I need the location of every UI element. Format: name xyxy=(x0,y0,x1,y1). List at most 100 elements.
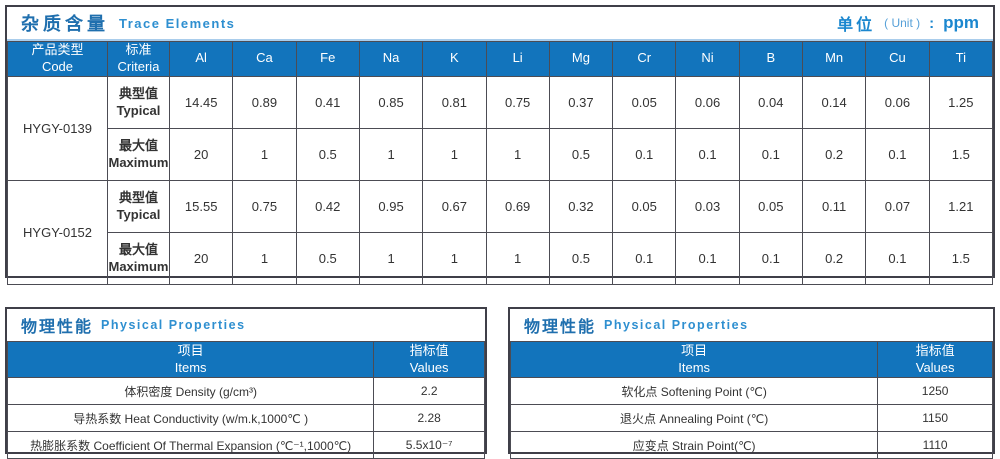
physical-properties-left-panel: 物理性能 Physical Properties 项目 Items 指标值 Va… xyxy=(5,307,487,459)
value-cell: 0.75 xyxy=(232,179,297,233)
col-header-items-en: Items xyxy=(174,359,207,375)
value-cell: 0.03 xyxy=(675,179,740,233)
table-row: 应变点 Strain Point(℃) 1110 xyxy=(509,431,993,459)
value-cell: 0.14 xyxy=(801,75,867,129)
property-item-cell: 热膨胀系数 Coefficient Of Thermal Expansion (… xyxy=(6,431,375,459)
value-cell: 0.32 xyxy=(548,179,614,233)
value-cell: 14.45 xyxy=(169,75,234,129)
table-row: 退火点 Annealing Point (℃) 1150 xyxy=(509,404,993,432)
col-header-element: Ti xyxy=(928,41,994,77)
value-cell: 1.5 xyxy=(928,231,994,285)
value-cell: 0.1 xyxy=(675,127,740,181)
value-cell: 1 xyxy=(485,127,550,181)
value-cell: 0.95 xyxy=(358,179,424,233)
trace-elements-table: 产品类型 Code 标准 Criteria Al Ca Fe Na K Li M… xyxy=(7,41,994,285)
property-item-cell: 退火点 Annealing Point (℃) xyxy=(509,404,879,432)
col-header-values-zh: 指标值 xyxy=(915,342,955,358)
value-cell: 0.42 xyxy=(295,179,360,233)
value-cell: 0.2 xyxy=(801,127,867,181)
unit-colon: : xyxy=(929,14,935,32)
value-cell: 1 xyxy=(422,231,487,285)
property-item-cell: 体积密度 Density (g/cm³) xyxy=(6,377,375,405)
col-header-items-zh: 项目 xyxy=(681,342,708,358)
value-cell: 0.11 xyxy=(801,179,867,233)
table-row: 导热系数 Heat Conductivity (w/m.k,1000℃ ) 2.… xyxy=(6,404,485,432)
table-row: 体积密度 Density (g/cm³) 2.2 xyxy=(6,377,485,405)
value-cell: 0.05 xyxy=(612,179,677,233)
unit-value: ppm xyxy=(943,13,979,32)
col-header-criteria-en: Criteria xyxy=(117,58,160,74)
value-cell: 0.1 xyxy=(738,127,803,181)
col-header-element: Al xyxy=(169,41,234,77)
value-cell: 0.05 xyxy=(738,179,803,233)
value-cell: 0.1 xyxy=(612,231,677,285)
physical-properties-left-table: 项目 Items 指标值 Values 体积密度 Density (g/cm³)… xyxy=(6,341,485,459)
property-value-cell: 1110 xyxy=(877,431,993,459)
col-header-values-zh: 指标值 xyxy=(409,342,449,358)
col-header-element: Cr xyxy=(612,41,677,77)
criteria-label-en: Maximum xyxy=(108,155,169,171)
col-header-product-en: Code xyxy=(41,58,74,74)
value-cell: 0.67 xyxy=(422,179,487,233)
col-header-element: Mn xyxy=(801,41,867,77)
col-header-element: Ni xyxy=(675,41,740,77)
value-cell: 0.1 xyxy=(738,231,803,285)
trace-title-en: Trace Elements xyxy=(119,15,236,31)
table-row: 最大值 Maximum 20 1 0.5 1 1 1 0.5 0.1 0.1 0… xyxy=(8,127,994,181)
physical-right-title-zh: 物理性能 xyxy=(524,319,597,336)
col-header-product-code: 产品类型 Code xyxy=(7,41,108,77)
value-cell: 0.06 xyxy=(865,75,930,129)
physical-left-title-zh: 物理性能 xyxy=(21,319,94,336)
value-cell: 0.04 xyxy=(738,75,803,129)
value-cell: 0.5 xyxy=(295,231,360,285)
criteria-label-zh: 最大值 xyxy=(118,241,158,257)
value-cell: 0.2 xyxy=(801,231,867,285)
property-value-cell: 2.28 xyxy=(373,404,485,432)
product-code-cell: HYGY-0152 xyxy=(7,179,108,285)
physical-properties-right-table: 项目 Items 指标值 Values 软化点 Softening Point … xyxy=(509,341,993,459)
col-header-values-en: Values xyxy=(915,359,955,375)
table-row: HYGY-0152 典型值 Typical 15.55 0.75 0.42 0.… xyxy=(7,179,994,285)
col-header-items: 项目 Items xyxy=(509,341,879,378)
value-cell: 0.1 xyxy=(865,127,930,181)
value-cell: 0.89 xyxy=(232,75,297,129)
product-code-cell: HYGY-0139 xyxy=(7,75,108,181)
trace-panel-title: 杂质含量 Trace Elements 单位 ( Unit ) : ppm xyxy=(7,7,993,41)
col-header-items-zh: 项目 xyxy=(177,342,204,358)
physical-right-title-en: Physical Properties xyxy=(604,318,749,332)
col-header-element: B xyxy=(738,41,803,77)
table-row: 热膨胀系数 Coefficient Of Thermal Expansion (… xyxy=(6,431,485,459)
value-cell: 1 xyxy=(358,231,424,285)
col-header-element: Li xyxy=(485,41,550,77)
value-cell: 1.5 xyxy=(928,127,994,181)
value-cell: 0.05 xyxy=(612,75,677,129)
physical-right-title: 物理性能 Physical Properties xyxy=(510,309,993,341)
criteria-label-zh: 最大值 xyxy=(118,137,158,153)
criteria-label-cell: 典型值 Typical xyxy=(106,75,171,129)
value-cell: 1.21 xyxy=(928,179,994,233)
col-header-values-en: Values xyxy=(409,359,449,375)
col-header-element: Na xyxy=(358,41,424,77)
value-cell: 0.37 xyxy=(548,75,614,129)
physical-left-header-row: 项目 Items 指标值 Values xyxy=(6,341,485,378)
col-header-values: 指标值 Values xyxy=(373,341,485,378)
physical-properties-right-panel: 物理性能 Physical Properties 项目 Items 指标值 Va… xyxy=(508,307,995,459)
table-row: 最大值 Maximum 20 1 0.5 1 1 1 0.5 0.1 0.1 0… xyxy=(8,231,994,285)
col-header-values: 指标值 Values xyxy=(877,341,993,378)
col-header-items-en: Items xyxy=(678,359,711,375)
value-cell: 1 xyxy=(422,127,487,181)
col-header-element: Cu xyxy=(865,41,930,77)
criteria-label-en: Maximum xyxy=(108,259,169,275)
value-cell: 0.06 xyxy=(675,75,740,129)
unit-label: 单位 ( Unit ) : ppm xyxy=(837,11,979,35)
criteria-label-en: Typical xyxy=(116,207,161,223)
value-cell: 1 xyxy=(232,127,297,181)
physical-right-header-row: 项目 Items 指标值 Values xyxy=(509,341,993,378)
property-value-cell: 1150 xyxy=(877,404,993,432)
col-header-criteria: 标准 Criteria xyxy=(106,41,171,77)
value-cell: 0.75 xyxy=(485,75,550,129)
trace-elements-panel: 杂质含量 Trace Elements 单位 ( Unit ) : ppm 产品… xyxy=(5,5,995,285)
criteria-label-cell: 最大值 Maximum xyxy=(106,231,171,285)
physical-left-title-en: Physical Properties xyxy=(101,318,246,332)
col-header-element: K xyxy=(422,41,487,77)
